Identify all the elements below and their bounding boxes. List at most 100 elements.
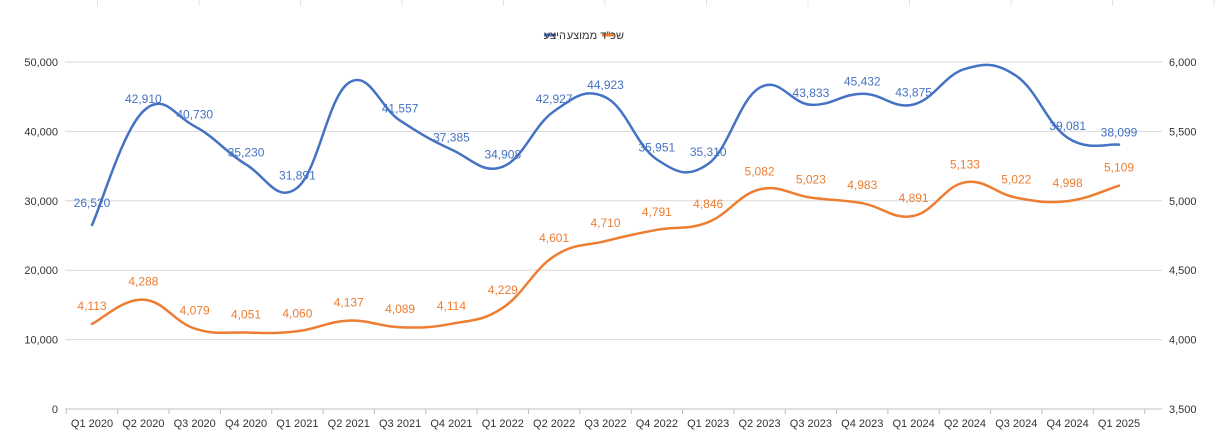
y-left-tick-label: 0	[52, 404, 58, 416]
y-right-tick-label: 5,500	[1169, 126, 1197, 138]
y-right-tick-label: 4,000	[1169, 335, 1197, 347]
data-point	[654, 157, 659, 162]
data-point	[962, 180, 967, 185]
y-right-tick-label: 3,500	[1169, 404, 1197, 416]
data-point	[295, 329, 300, 334]
data-point	[1117, 183, 1122, 188]
y-left-tick-label: 10,000	[24, 335, 58, 347]
x-tick-label: Q2 2023	[738, 418, 780, 430]
data-label: 45,432	[844, 75, 881, 89]
data-point	[1065, 135, 1070, 140]
data-point	[706, 161, 711, 166]
data-point	[654, 227, 659, 232]
data-point	[192, 326, 197, 331]
data-label: 5,023	[796, 173, 826, 187]
x-tick-label: Q4 2024	[1047, 418, 1089, 430]
data-label: 42,927	[536, 92, 573, 106]
data-point	[911, 102, 916, 107]
data-point	[603, 239, 608, 244]
x-tick-label: Q3 2022	[584, 418, 626, 430]
data-point	[911, 213, 916, 218]
data-label: 4,601	[539, 231, 569, 245]
data-label: 38,099	[1101, 126, 1138, 140]
data-point	[90, 222, 95, 227]
data-label: 4,137	[334, 296, 364, 310]
x-tick-label: Q2 2024	[944, 418, 986, 430]
data-label: 5,022	[1001, 173, 1031, 187]
data-label: 4,089	[385, 302, 415, 316]
data-label: 4,060	[282, 306, 312, 320]
data-label: 39,081	[1049, 119, 1086, 133]
data-point	[552, 109, 557, 114]
y-right-tick-label: 6,000	[1169, 57, 1197, 69]
data-point	[90, 321, 95, 326]
data-point	[808, 195, 813, 200]
x-tick-label: Q1 2021	[276, 418, 318, 430]
data-point	[603, 95, 608, 100]
x-tick-label: Q1 2023	[687, 418, 729, 430]
data-label: 4,846	[693, 197, 723, 211]
x-tick-label: Q1 2025	[1098, 418, 1140, 430]
data-point	[449, 321, 454, 326]
data-label: 40,730	[176, 107, 213, 121]
data-label: 4,051	[231, 308, 261, 322]
data-label: 5,109	[1104, 161, 1134, 175]
data-label: 4,114	[437, 299, 466, 313]
data-label: 35,951	[638, 141, 675, 155]
data-point	[1117, 142, 1122, 147]
x-tick-label: Q1 2024	[892, 418, 934, 430]
x-tick-label: Q2 2021	[328, 418, 370, 430]
data-label: 35,310	[690, 145, 727, 159]
data-label: 4,079	[180, 304, 210, 318]
data-point	[244, 162, 249, 167]
data-point	[860, 91, 865, 96]
data-label: 41,557	[382, 102, 419, 116]
data-point	[192, 124, 197, 129]
data-label: 5,133	[950, 157, 980, 171]
data-point	[962, 66, 967, 71]
y-left-tick-label: 30,000	[24, 196, 58, 208]
data-label: 4,710	[590, 216, 620, 230]
data-label: 44,923	[587, 78, 624, 92]
x-tick-label: Q4 2022	[636, 418, 678, 430]
data-point	[398, 325, 403, 330]
data-point	[141, 109, 146, 114]
series-line-supply	[90, 63, 1121, 227]
data-point	[860, 201, 865, 206]
data-point	[295, 185, 300, 190]
data-label: 5,082	[745, 164, 775, 178]
legend-label: היצע	[544, 30, 566, 42]
data-point	[141, 297, 146, 302]
x-tick-label: Q3 2024	[995, 418, 1037, 430]
data-point	[1014, 195, 1019, 200]
x-tick-label: Q4 2021	[430, 418, 472, 430]
data-label: 31,891	[279, 169, 316, 183]
data-label: 4,113	[77, 299, 106, 313]
data-label: 4,791	[642, 205, 672, 219]
data-point	[449, 147, 454, 152]
data-point	[808, 102, 813, 107]
x-tick-label: Q4 2020	[225, 418, 267, 430]
x-tick-label: Q1 2020	[71, 418, 113, 430]
data-label: 4,983	[847, 178, 877, 192]
data-label: 4,891	[899, 191, 929, 205]
data-point	[398, 118, 403, 123]
data-label: 4,998	[1053, 176, 1083, 190]
x-tick-label: Q2 2020	[122, 418, 164, 430]
y-right-tick-label: 5,000	[1169, 196, 1197, 208]
y-left-tick-label: 50,000	[24, 57, 58, 69]
data-point	[346, 80, 351, 85]
data-point	[1065, 199, 1070, 204]
data-point	[757, 85, 762, 90]
data-label: 26,520	[74, 196, 111, 210]
series-line-avg-rent	[90, 180, 1121, 335]
data-label: 4,288	[128, 275, 158, 289]
data-point	[757, 187, 762, 192]
data-label: 43,833	[793, 86, 830, 100]
data-label: 43,875	[895, 86, 932, 100]
data-label: 42,910	[125, 92, 162, 106]
data-label: 4,229	[488, 283, 518, 297]
y-right-tick-label: 4,500	[1169, 265, 1197, 277]
